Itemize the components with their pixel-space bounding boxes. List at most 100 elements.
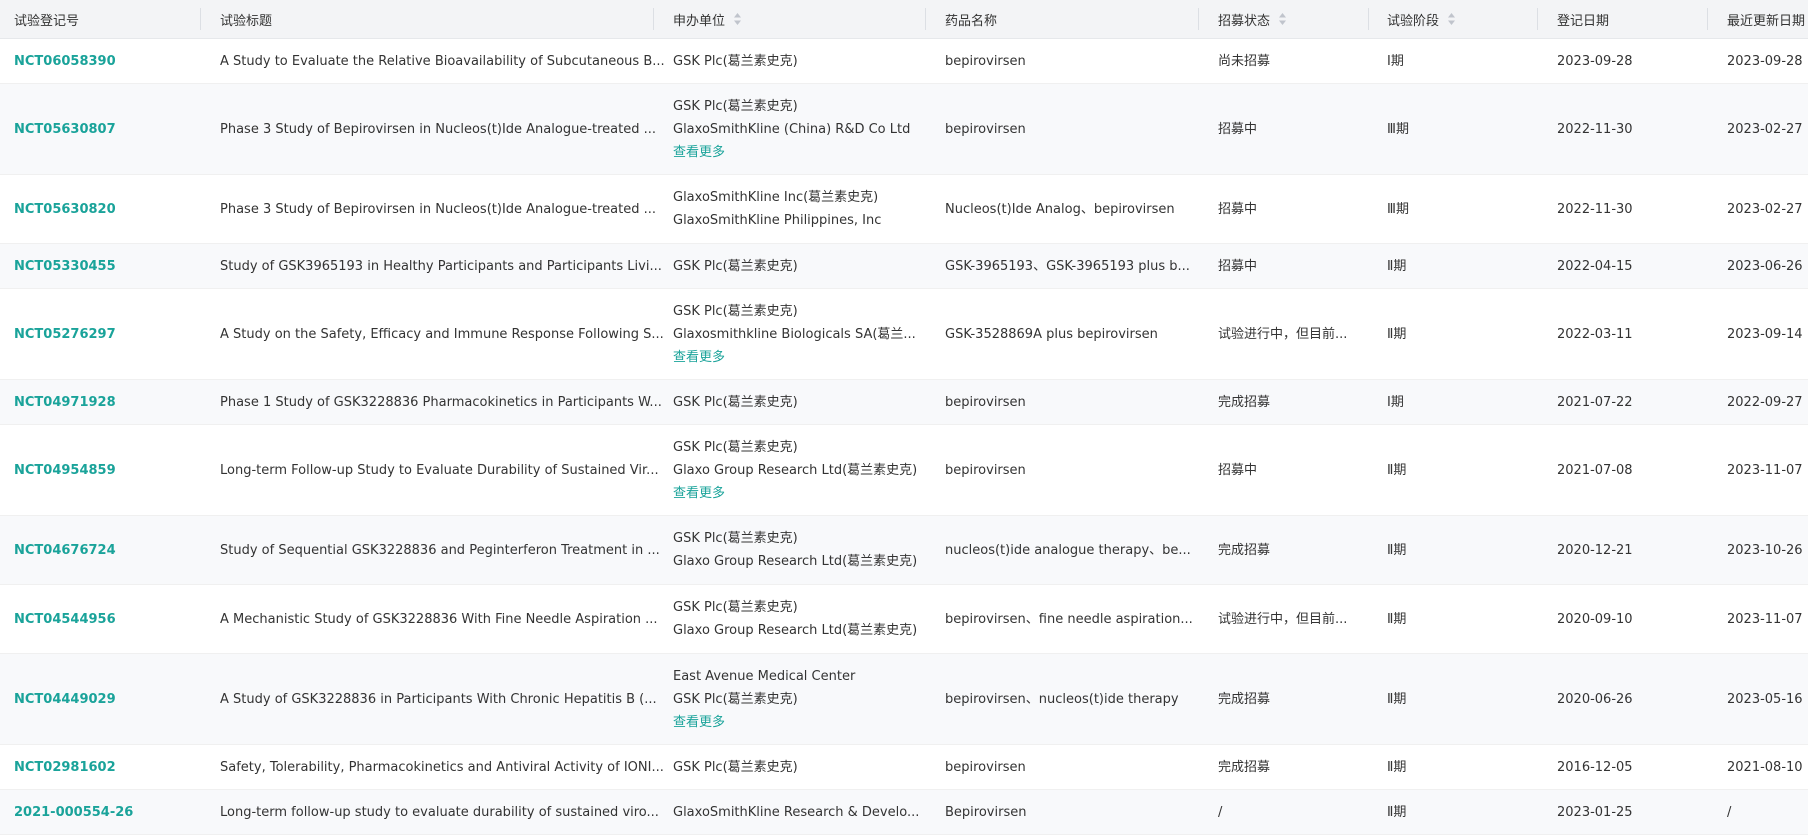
drug: bepirovirsen: [945, 394, 1026, 410]
drug: Nucleos(t)Ide Analog、bepirovirsen: [945, 201, 1175, 217]
view-more-link[interactable]: 查看更多: [673, 714, 726, 730]
update-date: 2023-09-28: [1727, 53, 1803, 69]
phase: Ⅱ期: [1387, 691, 1407, 707]
table-cell: Ⅲ期: [1387, 175, 1409, 243]
column-header[interactable]: 试验阶段: [1387, 0, 1456, 38]
table-cell: GSK Plc(葛兰素史克): [673, 380, 798, 424]
trial-id-link[interactable]: NCT05330455: [14, 258, 116, 274]
table-cell: Ⅱ期: [1387, 516, 1406, 584]
table-cell: GlaxoSmithKline Research & Develo...: [673, 790, 919, 834]
sort-icon[interactable]: [1447, 12, 1456, 26]
column-header[interactable]: 申办单位: [673, 0, 742, 38]
status: 招募中: [1218, 201, 1258, 217]
header-label: 招募状态: [1218, 13, 1271, 29]
table-cell: 完成招募: [1218, 380, 1270, 424]
table-body: NCT06058390 A Study to Evaluate the Relat…: [0, 39, 1808, 835]
trial-id-link[interactable]: NCT04544956: [14, 611, 116, 627]
status: 招募中: [1218, 258, 1258, 274]
sort-icon[interactable]: [1278, 12, 1287, 26]
view-more-link[interactable]: 查看更多: [673, 349, 726, 365]
sort-icon[interactable]: [733, 12, 742, 26]
update-date: 2023-10-26: [1727, 542, 1803, 558]
table-cell: 2023-06-26: [1727, 244, 1803, 288]
column-header[interactable]: 招募状态: [1218, 0, 1287, 38]
table-cell: Ⅱ期: [1387, 790, 1406, 834]
table-cell: 2021-07-08: [1557, 425, 1633, 515]
update-date: 2022-09-27: [1727, 394, 1803, 410]
phase: Ⅱ期: [1387, 611, 1407, 627]
table-cell: Safety, Tolerability, Pharmacokinetics a…: [220, 745, 664, 789]
sponsor-name: GSK Plc(葛兰素史克): [673, 531, 798, 546]
table-cell: 2022-11-30: [1557, 175, 1633, 243]
view-more-link[interactable]: 查看更多: [673, 144, 726, 160]
update-date: 2023-02-27: [1727, 201, 1803, 217]
table-cell: Ⅰ期: [1387, 380, 1404, 424]
title: Study of GSK3965193 in Healthy Participa…: [220, 258, 662, 274]
reg-date: 2020-06-26: [1557, 691, 1633, 707]
table-cell: bepirovirsen、nucleos(t)ide therapy: [945, 654, 1179, 744]
table-cell: 2020-09-10: [1557, 585, 1633, 653]
table-cell: Study of Sequential GSK3228836 and Pegin…: [220, 516, 660, 584]
table-cell: bepirovirsen: [945, 84, 1026, 174]
trial-id-link[interactable]: NCT06058390: [14, 53, 116, 69]
table-cell: bepirovirsen: [945, 745, 1026, 789]
trial-id-link[interactable]: 2021-000554-26: [14, 804, 134, 820]
trial-id-link[interactable]: NCT05630820: [14, 201, 116, 217]
table-cell: 2023-01-25: [1557, 790, 1633, 834]
table-cell: 2023-09-28: [1727, 39, 1803, 83]
table-cell: NCT05630820: [14, 175, 116, 243]
table-cell: 2023-05-16: [1727, 654, 1803, 744]
sponsor-name: Glaxo Group Research Ltd(葛兰素史克): [673, 554, 918, 569]
table-cell: A Mechanistic Study of GSK3228836 With F…: [220, 585, 658, 653]
trial-id-link[interactable]: NCT04954859: [14, 462, 116, 478]
view-more-link[interactable]: 查看更多: [673, 485, 726, 501]
header-label: 试验标题: [220, 13, 273, 29]
sponsor-name: GSK Plc(葛兰素史克): [673, 303, 798, 319]
table-cell: 2022-04-15: [1557, 244, 1633, 288]
title: Long-term Follow-up Study to Evaluate Du…: [220, 462, 659, 478]
table-row: NCT06058390 A Study to Evaluate the Relat…: [0, 39, 1808, 84]
trial-id-link[interactable]: NCT05276297: [14, 326, 116, 342]
drug: GSK-3528869A plus bepirovirsen: [945, 326, 1158, 342]
status: /: [1218, 804, 1223, 820]
status: 招募中: [1218, 462, 1258, 478]
table-cell: 完成招募: [1218, 516, 1270, 584]
update-date: 2023-11-07: [1727, 611, 1803, 627]
table-cell: NCT05630807: [14, 84, 116, 174]
status: 尚未招募: [1218, 53, 1271, 69]
table-cell: bepirovirsen: [945, 380, 1026, 424]
update-date: 2023-11-07: [1727, 462, 1803, 478]
sponsor-name: Glaxosmithkline Biologicals SA(葛兰...: [673, 326, 916, 342]
trial-id-link[interactable]: NCT04449029: [14, 691, 116, 707]
table-cell: NCT04449029: [14, 654, 116, 744]
table-cell: 招募中: [1218, 425, 1257, 515]
header-label: 药品名称: [945, 13, 998, 29]
table-cell: 2022-09-27: [1727, 380, 1803, 424]
table-cell: GSK Plc(葛兰素史克): [673, 39, 798, 83]
reg-date: 2020-09-10: [1557, 611, 1633, 627]
table-cell: 2022-03-11: [1557, 289, 1633, 379]
table-cell: Ⅲ期: [1387, 84, 1409, 174]
table-cell: nucleos(t)ide analogue therapy、be...: [945, 516, 1191, 584]
trial-id-link[interactable]: NCT05630807: [14, 121, 116, 137]
trial-id-link[interactable]: NCT02981602: [14, 759, 116, 775]
sponsor-name: GSK Plc(葛兰素史克): [673, 394, 798, 410]
drug: bepirovirsen: [945, 462, 1026, 478]
table-cell: Ⅱ期: [1387, 289, 1406, 379]
table-cell: NCT04954859: [14, 425, 116, 515]
drug: bepirovirsen: [945, 759, 1026, 775]
phase: Ⅱ期: [1387, 462, 1407, 478]
trial-id-link[interactable]: NCT04971928: [14, 394, 116, 410]
table-cell: GSK Plc(葛兰素史克) Glaxo Group Research Ltd(葛…: [673, 585, 917, 653]
table-cell: 2021-08-10: [1727, 745, 1803, 789]
table-cell: 2023-11-07: [1727, 585, 1803, 653]
sponsor-name: GSK Plc(葛兰素史克): [673, 53, 798, 69]
table-cell: NCT05330455: [14, 244, 116, 288]
table-cell: /: [1218, 790, 1222, 834]
trial-id-link[interactable]: NCT04676724: [14, 542, 116, 558]
title: Phase 3 Study of Bepirovirsen in Nucleos…: [220, 201, 656, 217]
column-separator: [925, 8, 926, 30]
table-cell: 招募中: [1218, 175, 1257, 243]
header-label: 最近更新日期: [1727, 13, 1806, 29]
